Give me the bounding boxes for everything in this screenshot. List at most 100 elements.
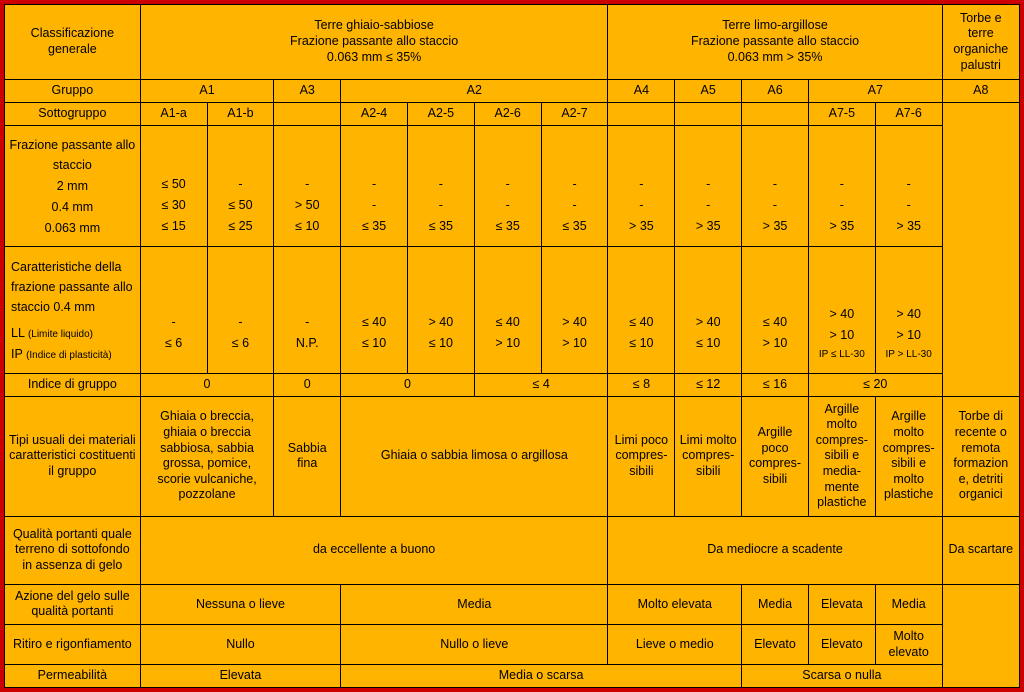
rit-a2: Nullo o lieve <box>341 624 608 664</box>
fraz-a1a: ≤ 50≤ 30≤ 15 <box>140 125 207 247</box>
header-ghiaio: Terre ghiaio-sabbiose Frazione passante … <box>140 5 608 80</box>
sub-a1b: A1-b <box>207 102 274 125</box>
frazione-04mm: 0.4 mm <box>9 197 136 217</box>
caratt-title: Caratteristiche della frazione passante … <box>11 257 136 317</box>
rit-a6: Elevato <box>742 624 809 664</box>
tipi-a4: Limi poco compres- sibili <box>608 396 675 516</box>
group-a3: A3 <box>274 79 341 102</box>
sub-a3-blank <box>274 102 341 125</box>
sub-a26: A2-6 <box>474 102 541 125</box>
fraz-a26: --≤ 35 <box>474 125 541 247</box>
perm-mid: Media o scarsa <box>341 665 742 688</box>
fraz-a24: --≤ 35 <box>341 125 408 247</box>
fraz-a5: --> 35 <box>675 125 742 247</box>
sub-a75: A7-5 <box>808 102 875 125</box>
sub-a76: A7-6 <box>875 102 942 125</box>
perm-right: Scarsa o nulla <box>742 665 942 688</box>
label-gelo: Azione del gelo sulle qualità portanti <box>5 584 141 624</box>
label-tipi: Tipi usuali dei materiali caratteristici… <box>5 396 141 516</box>
sub-a1a: A1-a <box>140 102 207 125</box>
rit-a1a3: Nullo <box>140 624 340 664</box>
gelo-a76: Media <box>875 584 942 624</box>
a8-blank-upper <box>942 102 1019 396</box>
tipi-a76: Argille molto compres- sibili e molto pl… <box>875 396 942 516</box>
header-classificazione: Classificazione generale <box>5 5 141 80</box>
car-a25: > 40≤ 10 <box>407 247 474 373</box>
group-a4: A4 <box>608 79 675 102</box>
fraz-a1b: -≤ 50≤ 25 <box>207 125 274 247</box>
car-a26: ≤ 40> 10 <box>474 247 541 373</box>
tipi-a3: Sabbia fina <box>274 396 341 516</box>
fraz-a25: --≤ 35 <box>407 125 474 247</box>
ind-a3: 0 <box>274 373 341 396</box>
car-a75: > 40> 10IP ≤ LL-30 <box>808 247 875 373</box>
label-frazione: Frazione passante allo staccio 2 mm 0.4 … <box>5 125 141 247</box>
ind-a7: ≤ 20 <box>808 373 942 396</box>
car-a27: > 40> 10 <box>541 247 608 373</box>
car-a4: ≤ 40≤ 10 <box>608 247 675 373</box>
header-limo: Terre limo-argillose Frazione passante a… <box>608 5 942 80</box>
gelo-a1a3: Nessuna o lieve <box>140 584 340 624</box>
car-a24: ≤ 40≤ 10 <box>341 247 408 373</box>
qual-left: da eccellente a buono <box>140 516 608 584</box>
ind-a1: 0 <box>140 373 274 396</box>
fraz-a6: --> 35 <box>742 125 809 247</box>
sub-a5-blank <box>675 102 742 125</box>
gelo-a2: Media <box>341 584 608 624</box>
group-a2: A2 <box>341 79 608 102</box>
gelo-a45: Molto elevata <box>608 584 742 624</box>
fraz-a27: --≤ 35 <box>541 125 608 247</box>
tipi-a6: Argille poco compres- sibili <box>742 396 809 516</box>
sub-a24: A2-4 <box>341 102 408 125</box>
group-a8: A8 <box>942 79 1019 102</box>
frazione-2mm: 2 mm <box>9 176 136 196</box>
soil-classification-table: Classificazione generale Terre ghiaio-sa… <box>0 0 1024 692</box>
group-a7: A7 <box>808 79 942 102</box>
label-perm: Permeabilità <box>5 665 141 688</box>
rit-a45: Lieve o medio <box>608 624 742 664</box>
rit-a76: Molto elevato <box>875 624 942 664</box>
car-a76: > 40> 10IP > LL-30 <box>875 247 942 373</box>
car-a5: > 40≤ 10 <box>675 247 742 373</box>
tipi-a8: Torbe di recente o remota formazion e, d… <box>942 396 1019 516</box>
gelo-a75: Elevata <box>808 584 875 624</box>
ind-a5: ≤ 12 <box>675 373 742 396</box>
frazione-0063mm: 0.063 mm <box>9 218 136 238</box>
fraz-a3: -> 50≤ 10 <box>274 125 341 247</box>
qual-right: Da mediocre a scadente <box>608 516 942 584</box>
ind-a245: 0 <box>341 373 475 396</box>
fraz-a4: --> 35 <box>608 125 675 247</box>
tipi-a75: Argille molto compres- sibili e media- m… <box>808 396 875 516</box>
ind-a267: ≤ 4 <box>474 373 608 396</box>
perm-left: Elevata <box>140 665 340 688</box>
car-a6: ≤ 40> 10 <box>742 247 809 373</box>
header-torbe: Torbe e terre organiche palustri <box>942 5 1019 80</box>
qual-a8: Da scartare <box>942 516 1019 584</box>
group-a1: A1 <box>140 79 274 102</box>
group-a5: A5 <box>675 79 742 102</box>
label-indice: Indice di gruppo <box>5 373 141 396</box>
rit-a75: Elevato <box>808 624 875 664</box>
ind-a6: ≤ 16 <box>742 373 809 396</box>
label-ritiro: Ritiro e rigonfiamento <box>5 624 141 664</box>
group-a6: A6 <box>742 79 809 102</box>
sub-a25: A2-5 <box>407 102 474 125</box>
car-a1a: -≤ 6 <box>140 247 207 373</box>
label-caratt: Caratteristiche della frazione passante … <box>5 247 141 373</box>
car-a1b: -≤ 6 <box>207 247 274 373</box>
sub-a4-blank <box>608 102 675 125</box>
tipi-a5: Limi molto compres- sibili <box>675 396 742 516</box>
a8-blank-lower <box>942 584 1019 687</box>
label-qualita: Qualità portanti quale terreno di sottof… <box>5 516 141 584</box>
car-a3: -N.P. <box>274 247 341 373</box>
frazione-title: Frazione passante allo staccio <box>9 135 136 175</box>
gelo-a6: Media <box>742 584 809 624</box>
tipi-a1: Ghiaia o breccia, ghiaia o breccia sabbi… <box>140 396 274 516</box>
sub-a27: A2-7 <box>541 102 608 125</box>
ind-a4: ≤ 8 <box>608 373 675 396</box>
label-gruppo: Gruppo <box>5 79 141 102</box>
fraz-a75: --> 35 <box>808 125 875 247</box>
tipi-a2: Ghiaia o sabbia limosa o argillosa <box>341 396 608 516</box>
fraz-a76: --> 35 <box>875 125 942 247</box>
sub-a6-blank <box>742 102 809 125</box>
